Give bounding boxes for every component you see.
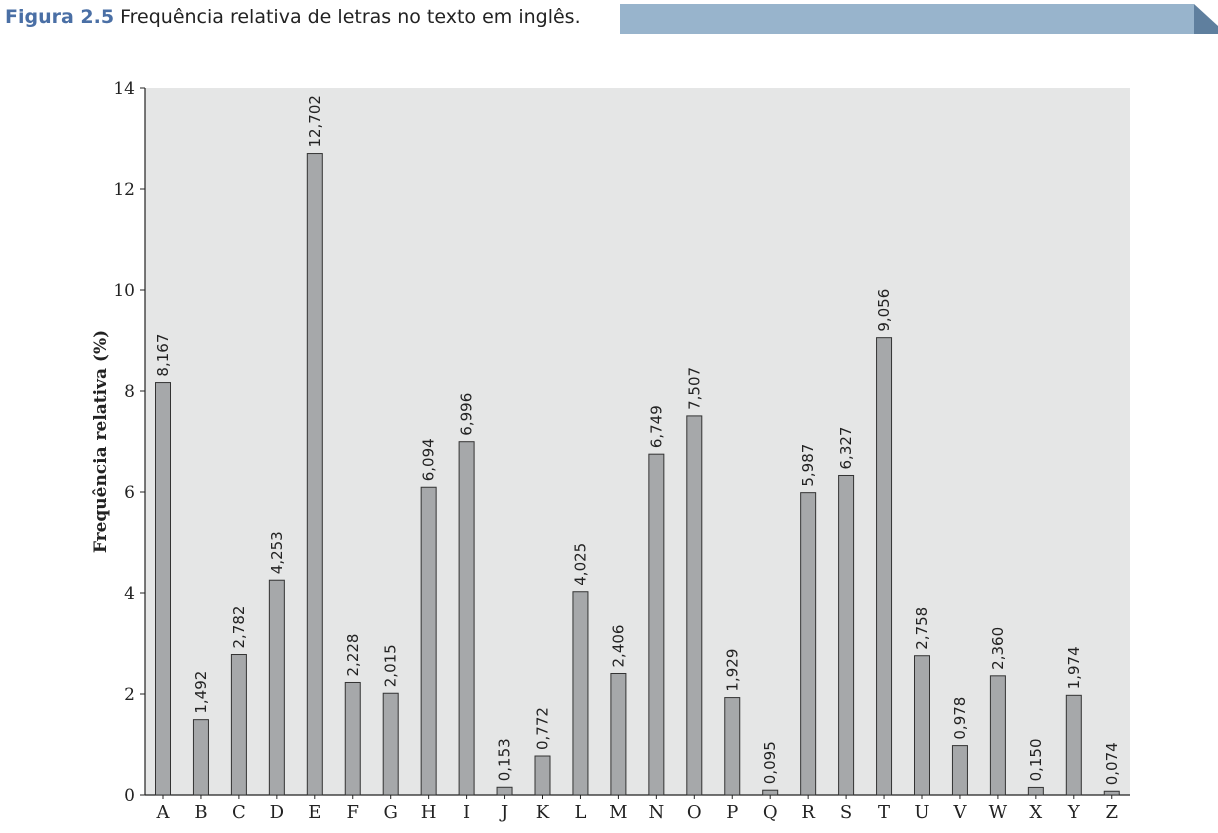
data-label: 6,996 <box>458 393 476 436</box>
data-label: 9,056 <box>875 289 893 332</box>
data-label: 0,095 <box>761 741 779 784</box>
x-tick-label: Y <box>1067 802 1081 823</box>
bar-s <box>838 474 855 796</box>
bar-f <box>344 681 361 796</box>
data-label: 8,167 <box>154 334 172 377</box>
bar-y <box>1065 694 1082 796</box>
x-tick-label: Q <box>763 802 778 823</box>
data-label: 12,702 <box>306 95 324 148</box>
x-tick-label: J <box>499 802 508 823</box>
y-tick-label: 8 <box>124 382 135 402</box>
data-label: 0,153 <box>496 738 514 781</box>
bar-q <box>762 789 779 796</box>
data-label: 1,974 <box>1065 646 1083 689</box>
x-tick-label: F <box>347 802 360 823</box>
bar-p <box>724 697 741 796</box>
data-label: 2,015 <box>382 644 400 687</box>
y-tick-label: 14 <box>113 79 135 99</box>
bar-a <box>155 382 171 796</box>
data-label: 7,507 <box>685 367 703 410</box>
x-tick-label: Z <box>1105 802 1118 823</box>
data-label: 2,406 <box>609 625 627 668</box>
bar-n <box>648 453 665 796</box>
bar-d <box>268 579 285 796</box>
bar-l <box>572 591 589 796</box>
data-label: 6,749 <box>647 405 665 448</box>
bar-j <box>496 786 513 796</box>
x-tick-label: B <box>194 802 207 823</box>
bar-e <box>306 153 323 796</box>
figure-label: Figura 2.5 <box>5 6 115 28</box>
x-tick-label: L <box>574 802 586 823</box>
bar-k <box>534 755 551 796</box>
plot-area <box>145 88 1130 795</box>
bar-o <box>686 415 703 796</box>
data-label: 0,772 <box>534 707 552 750</box>
y-tick-label: 10 <box>113 281 135 301</box>
x-tick-label: C <box>232 802 246 823</box>
x-tick-label: G <box>384 802 398 823</box>
data-label: 1,929 <box>723 649 741 692</box>
x-tick-label: M <box>609 802 627 823</box>
y-tick-label: 6 <box>124 483 135 503</box>
y-tick-label: 0 <box>124 786 135 806</box>
x-tick-label: S <box>840 802 852 823</box>
bar-c <box>230 654 247 796</box>
bar-r <box>800 492 817 796</box>
bar-x <box>1027 786 1044 796</box>
figure-header: Figura 2.5 Frequência relativa de letras … <box>0 4 1218 34</box>
bar-i <box>458 441 475 796</box>
x-tick-label: I <box>463 802 470 823</box>
figure-caption-text: Frequência relativa de letras no texto e… <box>120 6 581 28</box>
x-tick-label: O <box>687 802 702 823</box>
bar-g <box>382 692 399 796</box>
bar-u <box>914 655 930 796</box>
data-label: 6,094 <box>420 438 438 481</box>
bar-t <box>876 337 893 796</box>
x-tick-label: V <box>952 802 967 823</box>
x-tick-label: X <box>1029 802 1042 823</box>
data-label: 1,492 <box>192 671 210 714</box>
x-tick-label: U <box>914 802 929 823</box>
x-tick-label: N <box>648 802 664 823</box>
data-label: 4,253 <box>268 531 286 574</box>
y-tick-label: 4 <box>124 584 135 604</box>
x-tick-label: A <box>156 802 171 823</box>
data-label: 0,150 <box>1027 738 1045 781</box>
x-tick-label: P <box>726 802 738 823</box>
bar-b <box>192 719 209 796</box>
data-label: 2,360 <box>989 627 1007 670</box>
y-axis-label: Frequência relativa (%) <box>91 330 111 553</box>
data-label: 2,782 <box>230 606 248 649</box>
x-tick-label: K <box>536 802 550 823</box>
data-label: 2,228 <box>344 634 362 677</box>
x-tick-label: R <box>801 802 815 823</box>
x-tick-label: W <box>989 802 1008 823</box>
x-tick-label: H <box>421 802 437 823</box>
x-tick-label: E <box>308 802 321 823</box>
data-label: 6,327 <box>837 427 855 470</box>
data-label: 2,758 <box>913 607 931 650</box>
x-tick-label: T <box>878 802 890 823</box>
bar-w <box>989 675 1006 796</box>
bar-h <box>420 486 437 796</box>
bar-m <box>610 672 627 796</box>
data-label: 5,987 <box>799 444 817 487</box>
x-tick-label: D <box>270 802 284 823</box>
bar-v <box>951 745 968 796</box>
y-tick-label: 2 <box>124 685 135 705</box>
y-tick-label: 12 <box>113 180 135 200</box>
bar-z <box>1103 790 1120 796</box>
figure-caption: Figura 2.5 Frequência relativa de letras … <box>5 6 581 28</box>
header-band <box>620 4 1218 34</box>
data-label: 4,025 <box>571 543 589 586</box>
data-label: 0,978 <box>951 697 969 740</box>
data-label: 0,074 <box>1103 742 1121 785</box>
